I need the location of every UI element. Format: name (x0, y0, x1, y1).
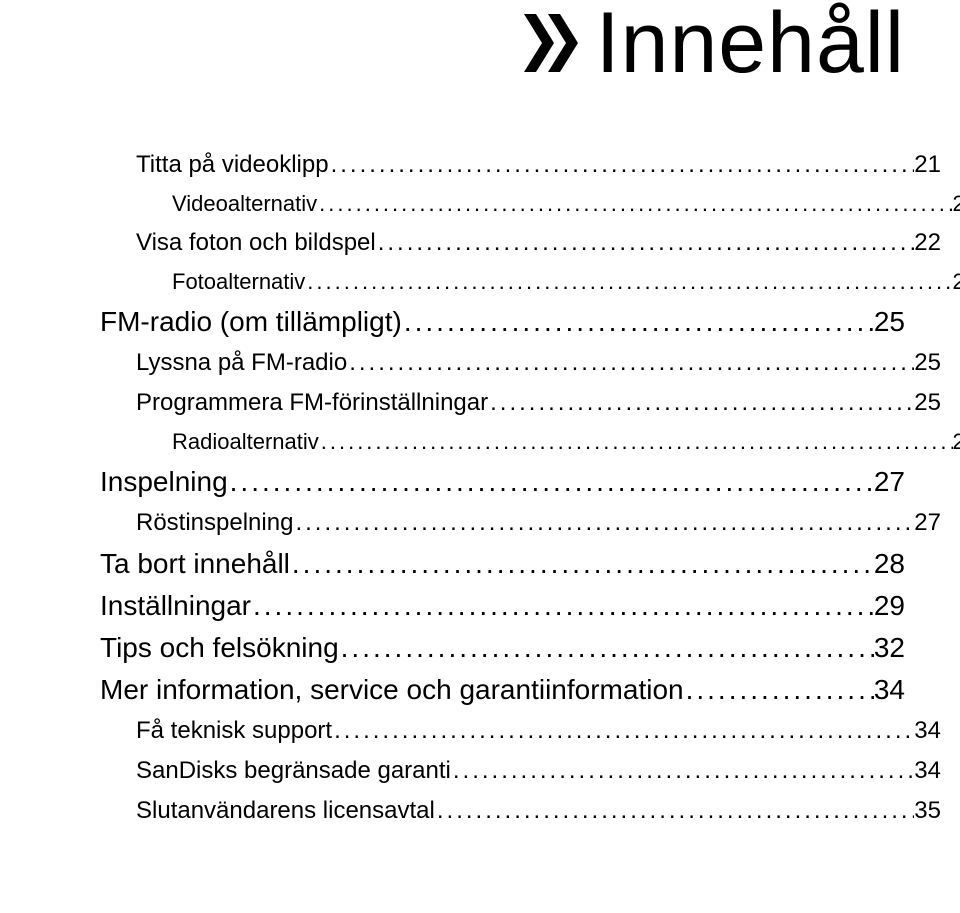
toc-leader-dots: ........................................… (329, 146, 915, 184)
toc-label: Lyssna på FM-radio (136, 344, 347, 382)
toc-leader-dots: ........................................… (305, 264, 952, 300)
toc-row: Mer information, service och garantiinfo… (100, 670, 905, 710)
toc-label: SanDisks begränsade garanti (136, 752, 451, 790)
toc-row: Inställningar...........................… (100, 586, 905, 626)
toc-row: Tips och felsökning.....................… (100, 628, 905, 668)
toc-page-number: 34 (914, 712, 941, 750)
toc-page-number: 23 (953, 264, 960, 300)
toc-row: SanDisks begränsade garanti.............… (136, 752, 941, 790)
page-header: Innehåll (100, 0, 905, 86)
toc-label: Inställningar (100, 586, 251, 626)
toc-page-number: 27 (874, 462, 905, 502)
toc-leader-dots: ........................................… (332, 712, 914, 750)
toc-leader-dots: ........................................… (319, 424, 953, 460)
toc-page-number: 22 (914, 224, 941, 262)
toc-page-number: 25 (914, 344, 941, 382)
toc-page-number: 26 (953, 424, 960, 460)
toc-leader-dots: ........................................… (339, 628, 874, 668)
toc-row: Titta på videoklipp.....................… (136, 146, 941, 184)
toc-row: Inspelning..............................… (100, 462, 905, 502)
toc-page-number: 35 (914, 792, 941, 830)
toc-row: Slutanvändarens licensavtal.............… (136, 792, 941, 830)
toc-label: Fotoalternativ (172, 264, 305, 300)
toc-page-number: 34 (914, 752, 941, 790)
toc-label: FM-radio (om tillämpligt) (100, 302, 402, 342)
toc-label: Videoalternativ (172, 186, 317, 222)
toc-row: Ta bort innehåll........................… (100, 544, 905, 584)
toc-page-number: 28 (874, 544, 905, 584)
toc-leader-dots: ........................................… (435, 792, 914, 830)
toc-row: Visa foton och bildspel.................… (136, 224, 941, 262)
toc-page-number: 34 (874, 670, 905, 710)
double-chevron-right-icon (524, 14, 588, 72)
toc-page-number: 32 (874, 628, 905, 668)
toc-row: Få teknisk support......................… (136, 712, 941, 750)
toc-label: Slutanvändarens licensavtal (136, 792, 435, 830)
toc-label: Tips och felsökning (100, 628, 339, 668)
toc-leader-dots: ........................................… (376, 224, 915, 262)
toc-leader-dots: ........................................… (451, 752, 914, 790)
toc-label: Få teknisk support (136, 712, 332, 750)
toc-row: Videoalternativ.........................… (172, 186, 960, 222)
toc-leader-dots: ........................................… (488, 384, 914, 422)
toc-label: Programmera FM-förinställningar (136, 384, 488, 422)
toc-row: Fotoalternativ..........................… (172, 264, 960, 300)
toc-label: Visa foton och bildspel (136, 224, 376, 262)
toc-page-number: 25 (914, 384, 941, 422)
toc-row: Röstinspelning..........................… (136, 504, 941, 542)
toc-label: Ta bort innehåll (100, 544, 290, 584)
toc-leader-dots: ........................................… (290, 544, 874, 584)
toc-label: Mer information, service och garantiinfo… (100, 670, 684, 710)
toc-row: Radioalternativ.........................… (172, 424, 960, 460)
toc-leader-dots: ........................................… (317, 186, 952, 222)
toc-leader-dots: ........................................… (347, 344, 914, 382)
toc-row: FM-radio (om tillämpligt)...............… (100, 302, 905, 342)
toc-page-number: 27 (914, 504, 941, 542)
toc-label: Inspelning (100, 462, 228, 502)
toc-page-number: 21 (914, 146, 941, 184)
toc-label: Radioalternativ (172, 424, 319, 460)
toc-leader-dots: ........................................… (228, 462, 874, 502)
toc-page-number: 25 (874, 302, 905, 342)
toc-leader-dots: ........................................… (251, 586, 874, 626)
toc-row: Programmera FM-förinställningar.........… (136, 384, 941, 422)
document-page: Innehåll Titta på videoklipp............… (0, 0, 960, 913)
page-title: Innehåll (596, 0, 905, 86)
toc-page-number: 21 (953, 186, 960, 222)
toc-page-number: 29 (874, 586, 905, 626)
toc-label: Röstinspelning (136, 504, 293, 542)
toc-leader-dots: ........................................… (402, 302, 874, 342)
toc-label: Titta på videoklipp (136, 146, 329, 184)
toc-leader-dots: ........................................… (293, 504, 914, 542)
toc-leader-dots: ........................................… (684, 670, 874, 710)
toc-list: Titta på videoklipp.....................… (100, 146, 905, 830)
header-inner: Innehåll (524, 0, 905, 86)
toc-row: Lyssna på FM-radio......................… (136, 344, 941, 382)
